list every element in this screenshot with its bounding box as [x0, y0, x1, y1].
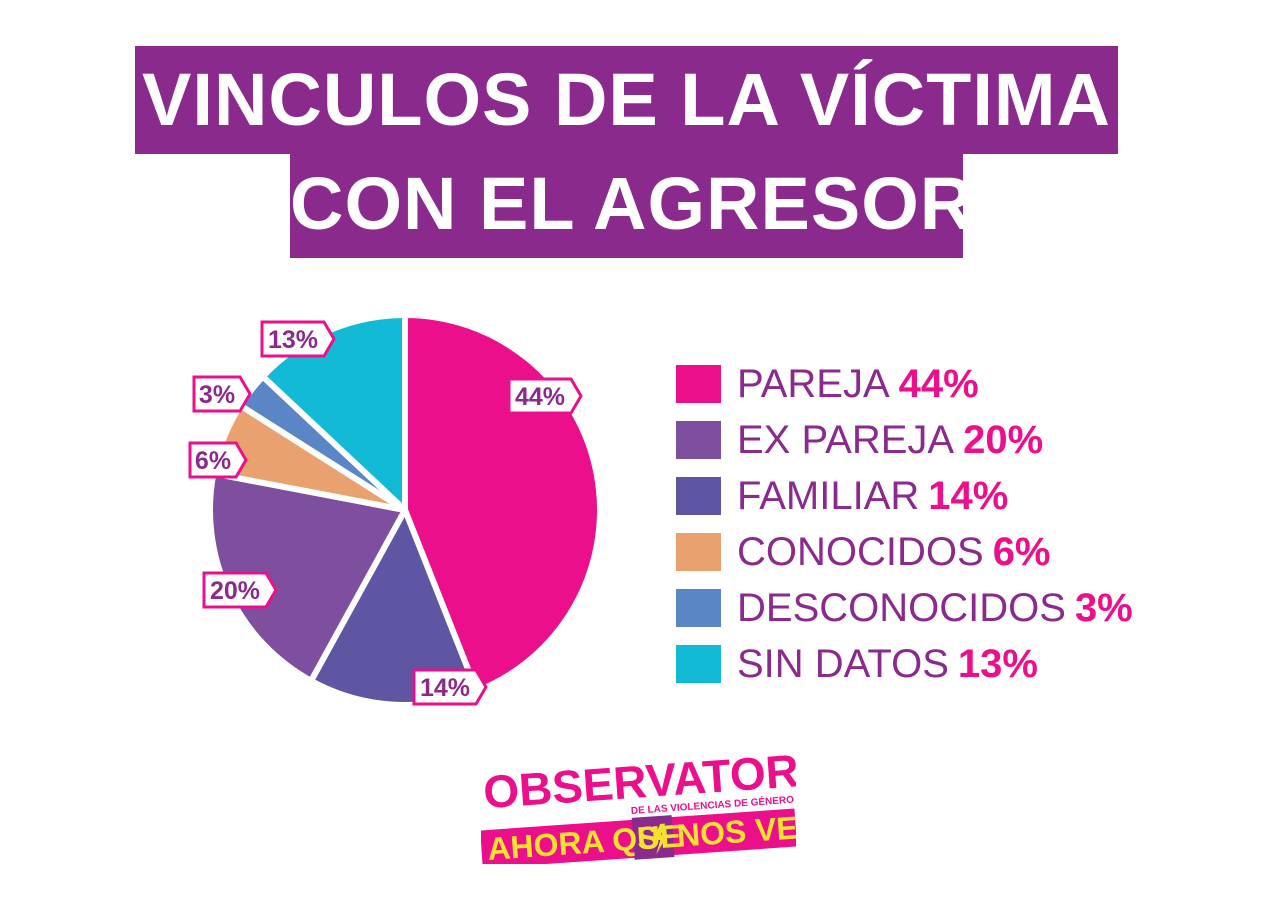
legend-item-ex-pareja: EX PAREJA 20% — [676, 412, 1133, 468]
legend-swatch — [676, 477, 721, 515]
data-label-pareja: 44% — [507, 377, 583, 415]
legend-swatch — [676, 589, 721, 627]
legend-label: EX PAREJA — [737, 417, 955, 462]
legend-swatch — [676, 365, 721, 403]
data-label-text: 13% — [268, 326, 318, 354]
data-label-text: 44% — [515, 383, 565, 411]
legend-percentage: 14% — [928, 473, 1009, 518]
data-label-familiar: 14% — [412, 668, 488, 706]
legend-swatch — [676, 645, 721, 683]
legend: PAREJA 44% EX PAREJA 20% FAMILIAR 14% CONOCIDO… — [676, 356, 1133, 692]
legend-percentage: 20% — [963, 417, 1044, 462]
legend-item-sin-datos: SIN DATOS 13% — [676, 636, 1133, 692]
legend-label: FAMILIAR — [737, 473, 920, 518]
chart-title-line-2: CON EL AGRESOR — [290, 150, 973, 258]
legend-label: SIN DATOS — [737, 641, 949, 686]
legend-swatch — [676, 533, 721, 571]
legend-swatch — [676, 421, 721, 459]
lightning-icon — [653, 823, 668, 855]
legend-label: PAREJA — [737, 361, 890, 406]
legend-percentage: 44% — [898, 361, 979, 406]
legend-percentage: 13% — [957, 641, 1038, 686]
chart-title-line-1: VINCULOS DE LA VÍCTIMA — [135, 46, 1118, 154]
data-label-ex-pareja: 20% — [202, 571, 278, 609]
data-label-text: 20% — [210, 577, 260, 605]
data-label-conocidos: 6% — [188, 441, 248, 479]
data-label-desconocidos: 3% — [192, 375, 252, 413]
observatorio-logo: OBSERVATORIO DE LAS VIOLENCIAS DE GÉNERO… — [481, 742, 796, 864]
legend-item-desconocidos: DESCONOCIDOS 3% — [676, 580, 1133, 636]
data-label-text: 3% — [199, 381, 235, 409]
data-label-text: 6% — [195, 447, 231, 475]
legend-label: CONOCIDOS — [737, 529, 984, 574]
logo-tagline-part-2: S — [636, 819, 660, 856]
logo-tagline-part-3: NOS VEN — [676, 808, 796, 854]
legend-item-familiar: FAMILIAR 14% — [676, 468, 1133, 524]
data-label-sin-datos: 13% — [260, 320, 336, 358]
data-label-text: 14% — [420, 674, 470, 702]
legend-item-conocidos: CONOCIDOS 6% — [676, 524, 1133, 580]
legend-label: DESCONOCIDOS — [737, 585, 1066, 630]
legend-item-pareja: PAREJA 44% — [676, 356, 1133, 412]
legend-percentage: 6% — [992, 529, 1051, 574]
legend-percentage: 3% — [1074, 585, 1133, 630]
